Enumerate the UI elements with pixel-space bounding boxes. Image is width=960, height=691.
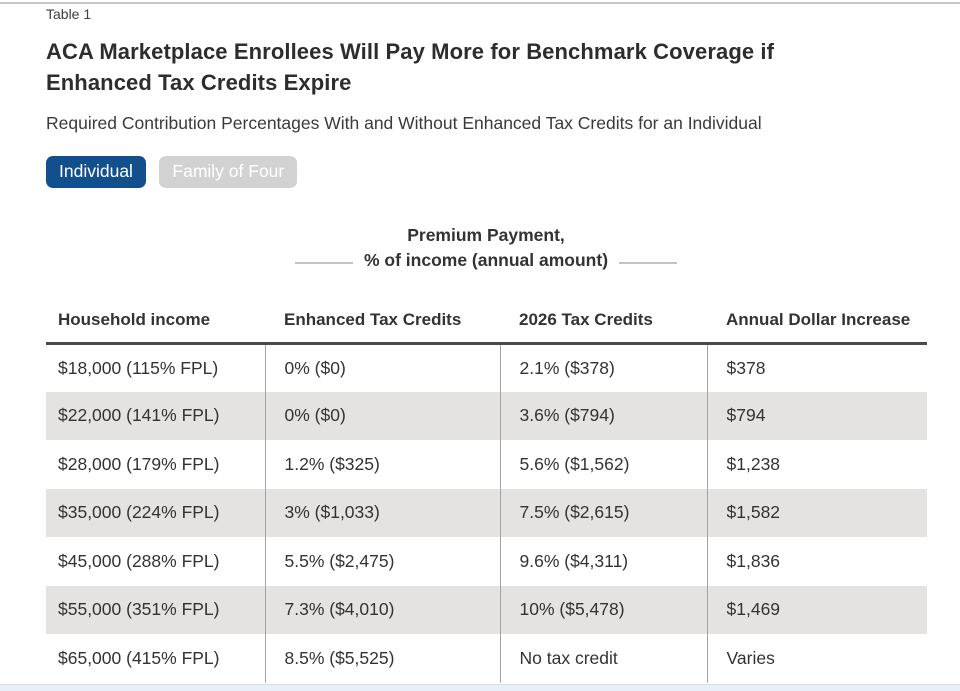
cell-2026-tax-credits: 9.6% ($4,311) bbox=[499, 537, 708, 586]
cell-2026-tax-credits: 7.5% ($2,615) bbox=[499, 488, 708, 537]
group-header-line-1: Premium Payment, bbox=[407, 225, 565, 245]
cell-household-income: $55,000 (351% FPL) bbox=[58, 599, 220, 620]
title-line-1: ACA Marketplace Enrollees Will Pay More … bbox=[46, 39, 775, 64]
page-subtitle: Required Contribution Percentages With a… bbox=[46, 113, 762, 133]
cell-annual-dollar-increase: $1,238 bbox=[706, 440, 928, 489]
column-header-household-income: Household income bbox=[46, 277, 265, 345]
toggle-family-of-four-button[interactable]: Family of Four bbox=[159, 156, 298, 188]
toggle-individual-button[interactable]: Individual bbox=[46, 156, 146, 188]
cell-household-income: $45,000 (288% FPL) bbox=[58, 550, 220, 571]
cell-enhanced-tax-credits: 7.3% ($4,010) bbox=[264, 585, 500, 634]
group-header-line-2: % of income (annual amount) bbox=[363, 250, 609, 270]
cell-annual-dollar-increase: Varies bbox=[706, 634, 928, 683]
cell-2026-tax-credits: 2.1% ($378) bbox=[499, 343, 708, 392]
group-header-cell: Premium Payment, % of income (annual amo… bbox=[265, 207, 707, 277]
group-header-dash-right bbox=[619, 262, 678, 264]
table-row: $65,000 (415% FPL) 8.5% ($5,525) No tax … bbox=[46, 634, 928, 683]
cell-household-income: $65,000 (415% FPL) bbox=[58, 647, 220, 668]
cell-annual-dollar-increase: $1,469 bbox=[706, 585, 928, 634]
group-header-dash-left bbox=[294, 262, 353, 264]
cell-household-income: $28,000 (179% FPL) bbox=[58, 453, 220, 474]
cell-annual-dollar-increase: $1,582 bbox=[706, 488, 928, 537]
footer-strip bbox=[0, 684, 960, 691]
page-title: ACA Marketplace Enrollees Will Pay More … bbox=[46, 36, 927, 98]
cell-annual-dollar-increase: $1,836 bbox=[706, 537, 928, 586]
cell-enhanced-tax-credits: 8.5% ($5,525) bbox=[264, 634, 500, 683]
table-row: $55,000 (351% FPL) 7.3% ($4,010) 10% ($5… bbox=[46, 585, 928, 634]
table-row: $22,000 (141% FPL) 0% ($0) 3.6% ($794) $… bbox=[46, 391, 928, 440]
cell-enhanced-tax-credits: 0% ($0) bbox=[264, 343, 500, 392]
column-header-row: Household income Enhanced Tax Credits 20… bbox=[46, 277, 928, 345]
cell-enhanced-tax-credits: 3% ($1,033) bbox=[264, 488, 500, 537]
group-header-row: Premium Payment, % of income (annual amo… bbox=[46, 207, 927, 277]
group-header-spacer-right bbox=[707, 207, 927, 277]
cell-household-income: $18,000 (115% FPL) bbox=[58, 357, 219, 378]
column-header-enhanced-tax-credits: Enhanced Tax Credits bbox=[265, 277, 500, 345]
table-row: $28,000 (179% FPL) 1.2% ($325) 5.6% ($1,… bbox=[46, 440, 928, 489]
cell-2026-tax-credits: No tax credit bbox=[499, 634, 708, 683]
cell-2026-tax-credits: 5.6% ($1,562) bbox=[499, 440, 708, 489]
cell-2026-tax-credits: 3.6% ($794) bbox=[499, 391, 708, 440]
group-header-spacer-left bbox=[46, 207, 265, 277]
cell-annual-dollar-increase: $794 bbox=[706, 391, 928, 440]
cell-household-income: $22,000 (141% FPL) bbox=[58, 405, 220, 426]
cell-enhanced-tax-credits: 0% ($0) bbox=[264, 391, 500, 440]
view-toggle-group: Individual Family of Four bbox=[46, 156, 927, 188]
title-line-2: Enhanced Tax Credits Expire bbox=[46, 70, 352, 95]
top-divider bbox=[0, 2, 960, 4]
data-table: Premium Payment, % of income (annual amo… bbox=[46, 207, 928, 683]
cell-2026-tax-credits: 10% ($5,478) bbox=[499, 585, 708, 634]
cell-annual-dollar-increase: $378 bbox=[706, 343, 928, 392]
table-row: $35,000 (224% FPL) 3% ($1,033) 7.5% ($2,… bbox=[46, 488, 928, 537]
column-header-2026-tax-credits: 2026 Tax Credits bbox=[500, 277, 708, 345]
table-number-label: Table 1 bbox=[46, 6, 92, 22]
column-header-annual-dollar-increase: Annual Dollar Increase bbox=[707, 277, 928, 345]
table-row: $18,000 (115% FPL) 0% ($0) 2.1% ($378) $… bbox=[46, 343, 928, 392]
table-widget: Table 1 ACA Marketplace Enrollees Will P… bbox=[46, 4, 928, 683]
group-header-title: Premium Payment, % of income (annual amo… bbox=[364, 223, 608, 273]
cell-enhanced-tax-credits: 5.5% ($2,475) bbox=[264, 537, 500, 586]
cell-household-income: $35,000 (224% FPL) bbox=[58, 502, 220, 523]
cell-enhanced-tax-credits: 1.2% ($325) bbox=[264, 440, 500, 489]
table-row: $45,000 (288% FPL) 5.5% ($2,475) 9.6% ($… bbox=[46, 537, 928, 586]
